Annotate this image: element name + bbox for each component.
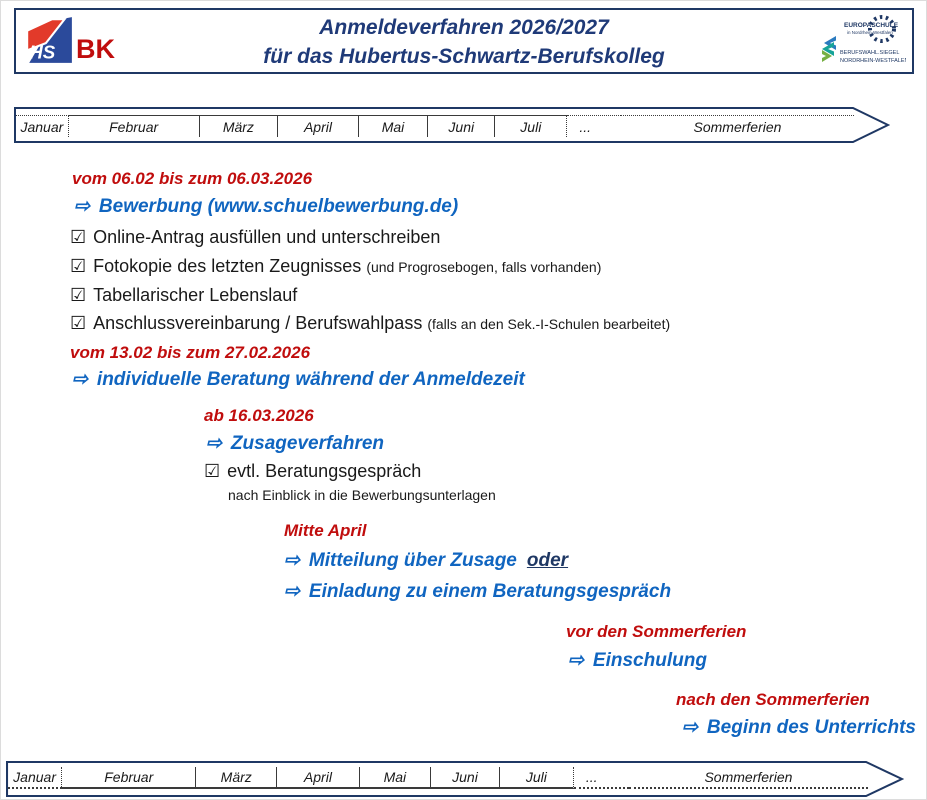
arrow-right-icon: ⇨ xyxy=(74,196,90,217)
checklist-item: ☑ Fotokopie des letzten Zeugnisses (und P… xyxy=(70,256,602,276)
timeline-month-mai: Mai xyxy=(358,115,429,137)
europaschule-logo-mark: EUROPASCHULE in Nordrhein-Westfalen BERU… xyxy=(822,15,908,64)
timeline-month-januar: Januar xyxy=(8,767,63,789)
arrow-right-icon: ⇨ xyxy=(682,717,698,738)
arrow-right-icon: ⇨ xyxy=(72,369,88,390)
phase1-heading: ⇨ Bewerbung (www.schuelbewerbung.de) xyxy=(74,196,459,217)
phase4-heading-2: ⇨ Einladung zu einem Beratungsgespräch xyxy=(284,581,672,602)
phase3-heading: ⇨ Zusageverfahren xyxy=(206,433,385,454)
timeline-dots: ... xyxy=(567,115,621,137)
phase6-heading: ⇨ Beginn des Unterrichts xyxy=(682,717,916,738)
hsbk-blue-shape xyxy=(29,17,72,63)
phase6-date: nach den Sommerferien xyxy=(676,690,870,709)
checked-checkbox-icon: ☑ xyxy=(70,227,87,247)
checklist-item: ☑ Tabellarischer Lebenslauf xyxy=(70,285,298,305)
checked-checkbox-icon: ☑ xyxy=(70,285,87,305)
phase2-date: vom 13.02 bis zum 27.02.2026 xyxy=(70,343,311,362)
timeline-month-juni: Juni xyxy=(428,115,496,137)
phase5-heading: ⇨ Einschulung xyxy=(568,650,707,671)
title-line-1: Anmeldeverfahren 2026/2027 xyxy=(319,16,609,39)
title-line-2: für das Hubertus-Schwartz-Berufskolleg xyxy=(263,45,665,68)
chevron-green-icon xyxy=(822,50,832,62)
checklist-item: ☑ Online-Antrag ausfüllen und unterschrei… xyxy=(70,227,441,247)
phase4-oder-label: oder xyxy=(526,550,569,571)
timeline-month-maerz: März xyxy=(196,767,278,789)
europaschule-logo: EUROPASCHULE in Nordrhein-Westfalen BERU… xyxy=(814,14,908,73)
hsbk-red-shape xyxy=(26,18,67,52)
timeline-arrow-outline xyxy=(14,107,890,143)
timeline-month-januar: Januar xyxy=(16,115,69,137)
timeline-month-februar: Februar xyxy=(68,115,200,137)
timeline-dots: ... xyxy=(573,767,629,789)
page-title: Anmeldeverfahren 2026/2027 für das Huber… xyxy=(16,13,912,71)
timeline-sommerferien: Sommerferien xyxy=(628,767,868,789)
berufswahlsiegel-subtext: NORDRHEIN-WESTFALEN xyxy=(840,58,906,64)
header: HS BK Anmeldeverfahren 2026/2027 für das… xyxy=(14,8,914,74)
timeline-month-juni: Juni xyxy=(431,767,500,789)
phase2-heading: ⇨ individuelle Beratung während der Anmel… xyxy=(72,369,525,390)
timeline-month-maerz: März xyxy=(199,115,279,137)
checklist-item: ☑ Anschlussvereinbarung / Berufswahlpass … xyxy=(70,313,671,333)
phase5-date: vor den Sommerferien xyxy=(566,622,747,641)
phase3-note: nach Einblick in die Bewerbungsunterlage… xyxy=(228,487,496,503)
eu-stars-icon xyxy=(868,15,896,43)
checked-checkbox-icon: ☑ xyxy=(70,256,87,276)
hsbk-logo: HS BK xyxy=(23,14,115,66)
arrow-right-icon: ⇨ xyxy=(568,650,584,671)
hsbk-logo-mark: HS xyxy=(23,14,75,66)
arrow-right-icon: ⇨ xyxy=(284,550,300,571)
timeline-sommerferien: Sommerferien xyxy=(620,115,854,137)
berufswahlsiegel-text: BERUFSWAHL.SIEGEL xyxy=(840,50,899,56)
timeline-month-juli: Juli xyxy=(499,767,574,789)
europaschule-text: EUROPASCHULE xyxy=(844,22,899,29)
hsbk-logo-hs-text: HS xyxy=(29,42,56,63)
arrow-right-icon: ⇨ xyxy=(206,433,222,454)
timeline-bottom: Januar Februar März April Mai Juni Juli … xyxy=(6,761,904,797)
checked-checkbox-icon: ☑ xyxy=(204,461,221,481)
timeline-month-juli: Juli xyxy=(495,115,568,137)
timeline-top: Januar Februar März April Mai Juni Juli … xyxy=(14,107,890,143)
timeline-month-april: April xyxy=(277,767,360,789)
checked-checkbox-icon: ☑ xyxy=(70,313,87,333)
timeline-month-mai: Mai xyxy=(359,767,432,789)
timeline-month-februar: Februar xyxy=(62,767,197,789)
chevron-teal-icon xyxy=(822,42,834,56)
checklist-item: ☑ evtl. Beratungsgespräch xyxy=(204,461,422,481)
phase4-date: Mitte April xyxy=(284,521,367,540)
arrow-right-icon: ⇨ xyxy=(284,581,300,602)
timeline-month-april: April xyxy=(278,115,359,137)
phase1-date: vom 06.02 bis zum 06.03.2026 xyxy=(72,169,313,188)
phase4-heading-1: ⇨ Mitteilung über Zusage oder xyxy=(284,550,569,571)
hsbk-logo-bk-text: BK xyxy=(76,34,115,64)
phase3-date: ab 16.03.2026 xyxy=(204,406,314,425)
europaschule-subtext: in Nordrhein-Westfalen xyxy=(847,30,893,35)
